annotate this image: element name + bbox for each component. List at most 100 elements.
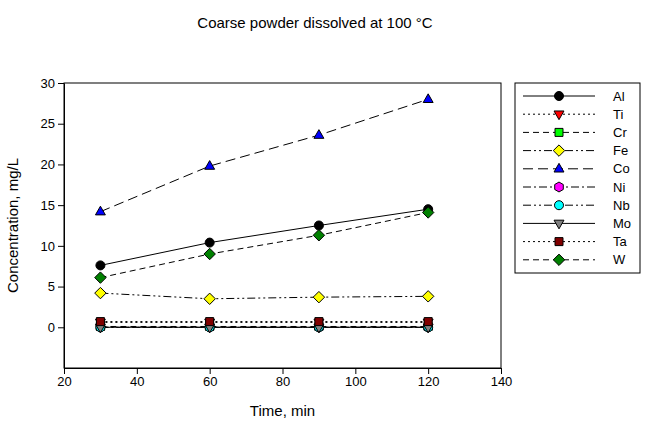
legend-label: Mo — [613, 216, 631, 231]
x-tick-label: 140 — [491, 374, 513, 389]
legend-symbol — [555, 182, 564, 192]
chart: Coarse powder dissolved at 100 °C 20 40 60 8… — [0, 0, 664, 428]
x-tick-mark — [501, 368, 502, 374]
data-point — [423, 94, 433, 103]
series-line — [100, 293, 428, 299]
y-tick-label: 10 — [41, 239, 55, 254]
data-point — [95, 287, 106, 298]
data-point — [313, 230, 324, 241]
x-tick: 100 — [345, 368, 367, 389]
x-tick-label: 60 — [203, 374, 217, 389]
legend-label: Fe — [613, 143, 628, 158]
x-tick: 120 — [418, 368, 440, 389]
data-point — [204, 293, 215, 304]
y-tick: 20 — [41, 157, 64, 172]
legend-label: W — [613, 252, 626, 267]
y-tick: 10 — [41, 239, 64, 254]
legend-symbol — [554, 91, 563, 100]
x-tick-label: 80 — [276, 374, 290, 389]
y-tick-mark — [58, 287, 64, 288]
legend-label: Ta — [613, 234, 628, 249]
data-point — [96, 318, 104, 326]
x-axis-title: Time, min — [250, 402, 315, 419]
series-line — [100, 212, 428, 277]
series-line — [100, 326, 428, 327]
data-point — [95, 272, 106, 283]
data-point — [95, 206, 105, 215]
legend-label: Ni — [613, 180, 625, 195]
series-line — [100, 322, 428, 323]
x-tick: 20 — [57, 368, 71, 389]
y-tick-label: 5 — [48, 279, 55, 294]
x-tick-label: 40 — [130, 374, 144, 389]
legend-label: Al — [613, 89, 625, 104]
y-axis-line — [64, 84, 65, 369]
data-point — [96, 261, 105, 270]
series-line — [100, 327, 428, 328]
y-tick-label: 30 — [41, 76, 55, 91]
y-tick: 5 — [48, 279, 64, 294]
data-point — [205, 161, 215, 170]
data-point — [206, 318, 214, 326]
legend-box — [515, 83, 640, 273]
legend-label: Cr — [613, 125, 627, 140]
x-tick-label: 120 — [418, 374, 440, 389]
y-tick: 25 — [41, 116, 64, 131]
x-tick-label: 100 — [345, 374, 367, 389]
legend-symbol — [554, 220, 564, 229]
data-point — [422, 207, 433, 218]
data-point — [424, 318, 432, 326]
series-line — [100, 99, 428, 211]
data-point — [205, 238, 214, 247]
y-tick-label: 20 — [41, 157, 55, 172]
data-point — [314, 221, 323, 230]
x-tick-mark — [210, 368, 211, 374]
y-axis-title: Concentration, mg/L — [4, 158, 21, 293]
y-axis: 0 5 10 15 20 25 30 — [41, 76, 65, 369]
x-tick-mark — [64, 368, 65, 374]
y-tick-mark — [58, 327, 64, 328]
x-tick: 40 — [130, 368, 144, 389]
legend-label: Nb — [613, 198, 630, 213]
legend-symbol — [555, 128, 563, 136]
y-tick-mark — [58, 164, 64, 165]
series-line — [100, 209, 428, 265]
x-tick: 140 — [491, 368, 513, 389]
series-line — [100, 327, 428, 328]
y-tick: 15 — [41, 198, 64, 213]
legend-symbol — [555, 238, 563, 246]
y-tick-label: 15 — [41, 198, 55, 213]
x-axis: 20 40 60 80 100 120 140 — [57, 368, 512, 389]
y-tick-mark — [58, 83, 64, 84]
legend-symbol — [554, 111, 564, 120]
x-tick: 80 — [276, 368, 290, 389]
x-tick: 60 — [203, 368, 217, 389]
y-tick: 30 — [41, 76, 64, 91]
plot-area — [95, 94, 434, 333]
y-tick-mark — [58, 124, 64, 125]
legend-symbol — [554, 201, 563, 210]
data-point — [313, 291, 324, 302]
x-tick-label: 20 — [57, 374, 71, 389]
data-point — [204, 248, 215, 259]
x-tick-mark — [428, 368, 429, 374]
title: Coarse powder dissolved at 100 °C — [197, 14, 432, 31]
y-tick-label: 25 — [41, 116, 55, 131]
plot-frame — [64, 83, 501, 368]
data-point — [314, 130, 324, 139]
y-tick: 0 — [48, 320, 64, 335]
legend-label: Co — [613, 161, 630, 176]
legend-symbol — [554, 163, 564, 172]
y-tick-label: 0 — [48, 320, 55, 335]
legend-label: Ti — [613, 107, 623, 122]
x-tick-mark — [283, 368, 284, 374]
y-tick-mark — [58, 205, 64, 206]
legend-symbol — [553, 145, 564, 156]
series-line — [100, 327, 428, 328]
data-point — [422, 291, 433, 302]
legend: Al Ti Cr Fe Co Ni Nb Mo Ta W — [515, 83, 640, 273]
data-point — [315, 318, 323, 326]
x-tick-mark — [355, 368, 356, 374]
y-tick-mark — [58, 246, 64, 247]
series-line — [100, 321, 428, 322]
